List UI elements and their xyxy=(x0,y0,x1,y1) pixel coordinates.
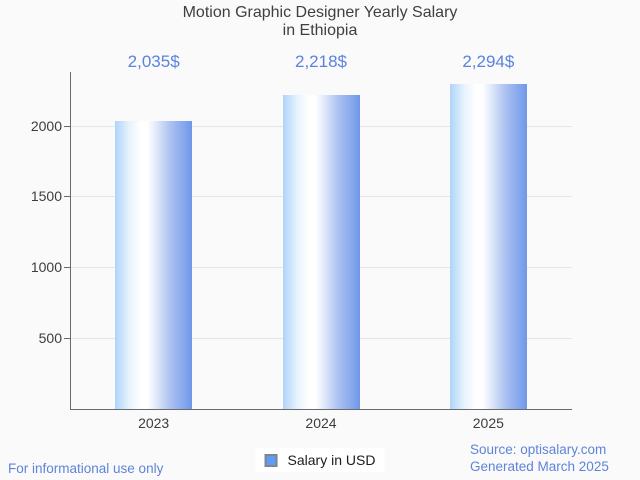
y-axis-tick-label: 1500 xyxy=(30,188,62,205)
legend: Salary in USD xyxy=(255,448,385,472)
legend-marker-icon xyxy=(264,453,278,467)
y-axis-tick-label: 2000 xyxy=(30,117,62,134)
y-tick-mark xyxy=(64,338,70,340)
disclaimer-text: For informational use only xyxy=(8,461,164,476)
y-tick-mark xyxy=(64,125,70,127)
x-axis-line xyxy=(70,409,572,410)
chart-title-line2: in Ethiopia xyxy=(282,22,358,39)
x-axis-tick-label: 2024 xyxy=(305,415,337,431)
x-axis-tick-label: 2025 xyxy=(472,415,504,431)
y-axis-line xyxy=(70,72,71,410)
bar-value-label: 2,294$ xyxy=(462,52,515,71)
x-axis-tick-label: 2023 xyxy=(138,415,170,431)
generated-line: Generated March 2025 xyxy=(470,459,609,474)
source-attribution: Source: optisalary.com Generated March 2… xyxy=(470,441,609,475)
y-axis-tick-label: 500 xyxy=(38,330,62,347)
bar-value-label: 2,218$ xyxy=(295,52,347,71)
legend-label: Salary in USD xyxy=(287,452,376,468)
source-line: Source: optisalary.com xyxy=(470,442,607,457)
y-axis-tick-label: 1000 xyxy=(30,259,62,276)
salary-bar-2024 xyxy=(282,94,360,409)
y-tick-mark xyxy=(64,196,70,198)
y-tick-mark xyxy=(64,267,70,269)
bar-value-label: 2,035$ xyxy=(127,52,180,71)
chart-title: Motion Graphic Designer Yearly Salary in… xyxy=(0,4,640,40)
salary-bar-2025 xyxy=(449,83,527,409)
chart-title-line1: Motion Graphic Designer Yearly Salary xyxy=(182,4,458,21)
salary-bar-2023 xyxy=(115,120,193,409)
